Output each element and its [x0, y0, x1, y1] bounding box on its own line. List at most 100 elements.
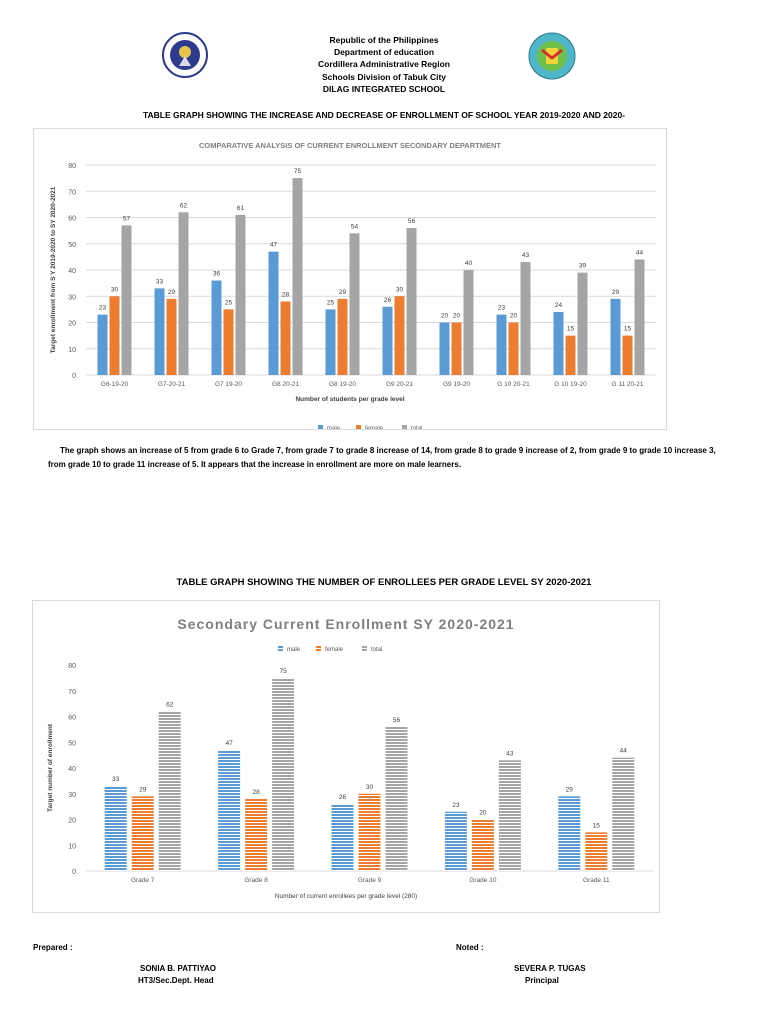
- data-label: 23: [99, 305, 107, 312]
- letterhead-line: Schools Division of Tabuk City: [321, 71, 447, 82]
- data-label: 62: [166, 701, 174, 708]
- x-axis-label: Number of students per grade level: [295, 396, 404, 403]
- data-label: 56: [393, 717, 401, 724]
- y-tick-label: 0: [72, 869, 76, 876]
- data-label: 62: [180, 202, 188, 209]
- bar-male: [558, 796, 581, 871]
- x-tick-label: G9 20-21: [386, 381, 413, 388]
- data-label: 20: [441, 313, 449, 320]
- bar-female: [245, 798, 268, 871]
- letterhead: Republic of the Philippines Department o…: [0, 34, 768, 95]
- legend-label-male: male: [327, 426, 341, 429]
- data-label: 39: [579, 263, 587, 270]
- bar-total: [498, 760, 521, 871]
- section2-title: TABLE GRAPH SHOWING THE NUMBER OF ENROLL…: [176, 577, 592, 588]
- data-label: 30: [111, 286, 119, 293]
- data-label: 25: [225, 299, 233, 306]
- chart1: COMPARATIVE ANALYSIS OF CURRENT ENROLLME…: [50, 141, 656, 432]
- data-label: 24: [555, 302, 563, 309]
- data-label: 28: [252, 789, 260, 796]
- bar-total: [158, 711, 181, 871]
- legend-label-total: total: [411, 426, 422, 429]
- bar-total: [235, 214, 246, 375]
- data-label: 44: [620, 748, 628, 755]
- bar-female: [131, 796, 154, 871]
- noted-title: Principal: [525, 976, 559, 985]
- x-tick-label: G8 19-20: [329, 381, 356, 388]
- bar-male: [496, 314, 507, 375]
- legend-swatch-female: [356, 425, 361, 430]
- x-tick-label: G 10 19-20: [554, 381, 587, 388]
- bar-male: [610, 298, 621, 375]
- data-label: 29: [339, 289, 347, 296]
- chart2-container: Secondary Current Enrollment SY 2020-202…: [32, 600, 660, 913]
- y-tick-label: 10: [68, 347, 76, 354]
- bar-male: [154, 288, 165, 375]
- legend-label-total: total: [371, 647, 382, 653]
- prepared-name: SONIA B. PATTIYAO: [140, 964, 217, 973]
- prepared-title: HT3/Sec.Dept. Head: [138, 976, 214, 985]
- y-tick-label: 10: [68, 843, 76, 850]
- analysis-paragraph: The graph shows an increase of 5 from gr…: [48, 446, 716, 469]
- data-label: 15: [593, 822, 601, 829]
- data-label: 30: [366, 784, 374, 791]
- data-label: 26: [339, 794, 347, 801]
- bar-female: [565, 335, 576, 375]
- bar-female: [166, 298, 177, 375]
- y-tick-label: 20: [68, 321, 76, 328]
- data-label: 57: [123, 215, 131, 222]
- bar-female: [109, 296, 120, 375]
- bar-total: [634, 259, 645, 375]
- data-label: 33: [156, 278, 164, 285]
- bar-male: [218, 749, 241, 871]
- bar-female: [358, 793, 381, 871]
- data-label: 75: [294, 168, 302, 175]
- school-logo: [528, 32, 576, 80]
- x-tick-label: G7 19-20: [215, 381, 242, 388]
- bar-male: [325, 309, 336, 375]
- bar-male: [444, 811, 467, 871]
- x-tick-label: G 11 20-21: [611, 381, 643, 388]
- y-tick-label: 0: [72, 373, 76, 380]
- data-label: 20: [453, 313, 461, 320]
- data-label: 54: [351, 223, 359, 230]
- x-tick-label: G6-19-20: [101, 381, 129, 388]
- bar-male: [97, 314, 108, 375]
- data-label: 20: [510, 313, 518, 320]
- bar-male: [439, 322, 450, 375]
- bar-total: [292, 178, 303, 375]
- bar-female: [508, 322, 519, 375]
- noted-label: Noted :: [456, 943, 484, 952]
- noted-name: SEVERA P. TUGAS: [514, 964, 586, 973]
- data-label: 28: [282, 292, 290, 299]
- bar-male: [104, 786, 127, 871]
- x-axis-label: Number of current enrollees per grade le…: [275, 893, 417, 900]
- legend-swatch-female: [316, 646, 321, 651]
- x-tick-label: G7-20-21: [158, 381, 186, 388]
- y-tick-label: 40: [68, 268, 76, 275]
- bar-total: [178, 212, 189, 375]
- legend-label-female: female: [365, 426, 384, 429]
- bar-female: [451, 322, 462, 375]
- y-tick-label: 50: [68, 740, 76, 747]
- bar-total: [349, 233, 360, 375]
- bar-female: [585, 832, 608, 871]
- bar-female: [280, 301, 291, 375]
- y-tick-label: 80: [68, 163, 76, 170]
- bar-total: [520, 262, 531, 375]
- prepared-label: Prepared :: [33, 943, 73, 952]
- bar-male: [268, 251, 279, 375]
- y-tick-label: 30: [68, 294, 76, 301]
- data-label: 75: [279, 668, 287, 675]
- legend-label-female: female: [325, 647, 344, 653]
- chart-title: COMPARATIVE ANALYSIS OF CURRENT ENROLLME…: [199, 141, 501, 150]
- y-axis-label: Target enrollment from S Y 2019-2020 to …: [50, 186, 57, 353]
- data-label: 40: [465, 260, 473, 267]
- bar-total: [463, 270, 474, 375]
- data-label: 25: [327, 299, 335, 306]
- data-label: 15: [567, 326, 575, 333]
- y-tick-label: 60: [68, 216, 76, 223]
- data-label: 47: [270, 242, 278, 249]
- x-tick-label: Grade 9: [358, 877, 382, 884]
